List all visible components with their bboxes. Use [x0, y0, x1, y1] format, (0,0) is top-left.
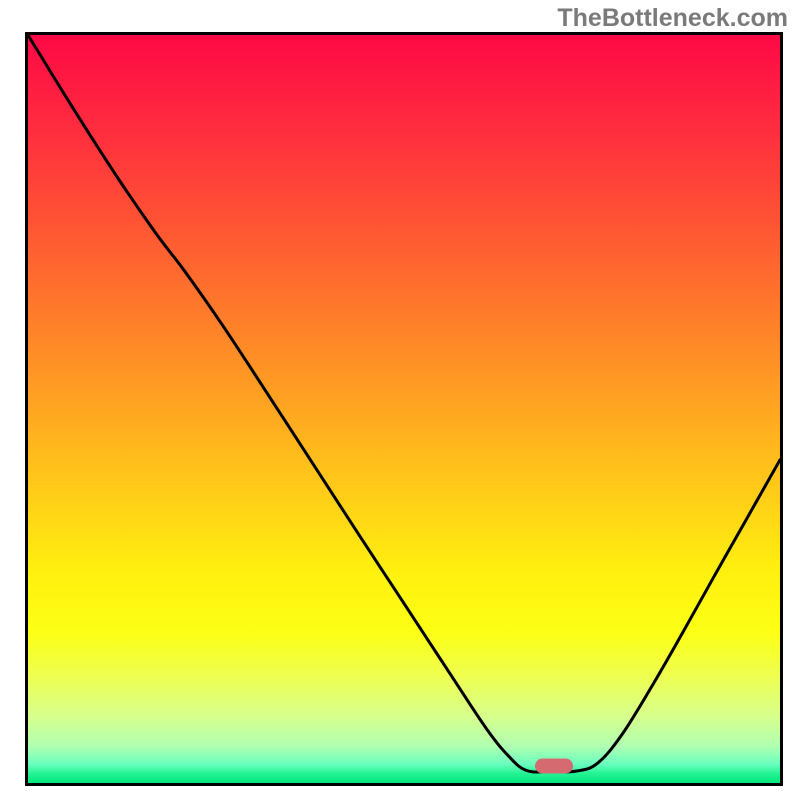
optimal-marker: [535, 758, 573, 773]
plot-frame: [25, 32, 783, 786]
watermark-text: TheBottleneck.com: [557, 4, 788, 33]
bottleneck-curve: [28, 35, 780, 783]
